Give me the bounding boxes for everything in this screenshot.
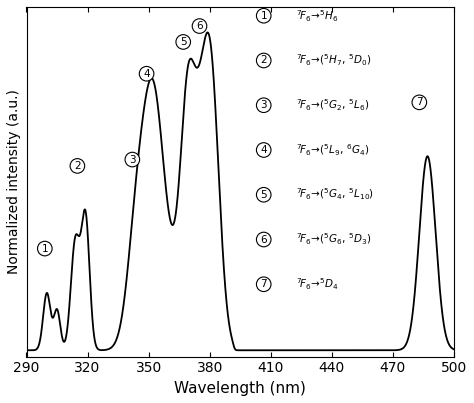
- Text: 3: 3: [129, 155, 136, 164]
- Text: $^7\!F_6\!\rightarrow\!(^5L_9,\,^6G_4)$: $^7\!F_6\!\rightarrow\!(^5L_9,\,^6G_4)$: [296, 142, 369, 158]
- Text: 7: 7: [416, 98, 423, 107]
- Text: $^7\!F_6\!\rightarrow\!^5H_6$: $^7\!F_6\!\rightarrow\!^5H_6$: [296, 8, 338, 23]
- Text: $^7\!F_6\!\rightarrow\!(^5G_6,\,^5D_3)$: $^7\!F_6\!\rightarrow\!(^5G_6,\,^5D_3)$: [296, 232, 372, 247]
- Text: $^7\!F_6\!\rightarrow\!^5D_4$: $^7\!F_6\!\rightarrow\!^5D_4$: [296, 276, 338, 292]
- Y-axis label: Normalized intensity (a.u.): Normalized intensity (a.u.): [7, 89, 21, 274]
- Text: 1: 1: [42, 243, 48, 253]
- Text: $^7\!F_6\!\rightarrow\!(^5G_4,\,^5L_{10})$: $^7\!F_6\!\rightarrow\!(^5G_4,\,^5L_{10}…: [296, 187, 374, 202]
- Text: 2: 2: [260, 56, 267, 65]
- Text: 6: 6: [260, 235, 267, 245]
- Text: 1: 1: [260, 11, 267, 21]
- Text: 5: 5: [260, 190, 267, 200]
- Text: 2: 2: [74, 161, 81, 171]
- Text: 4: 4: [143, 69, 150, 79]
- Text: $^7\!F_6\!\rightarrow\!(^5G_2,\,^5L_6)$: $^7\!F_6\!\rightarrow\!(^5G_2,\,^5L_6)$: [296, 98, 369, 113]
- Text: 5: 5: [180, 37, 187, 47]
- Text: 6: 6: [196, 21, 203, 31]
- Text: $^7\!F_6\!\rightarrow\!(^5H_7,\,^5D_0)$: $^7\!F_6\!\rightarrow\!(^5H_7,\,^5D_0)$: [296, 53, 371, 68]
- X-axis label: Wavelength (nm): Wavelength (nm): [174, 381, 306, 396]
- Text: 4: 4: [260, 145, 267, 155]
- Text: 3: 3: [260, 100, 267, 110]
- Text: 7: 7: [260, 279, 267, 289]
